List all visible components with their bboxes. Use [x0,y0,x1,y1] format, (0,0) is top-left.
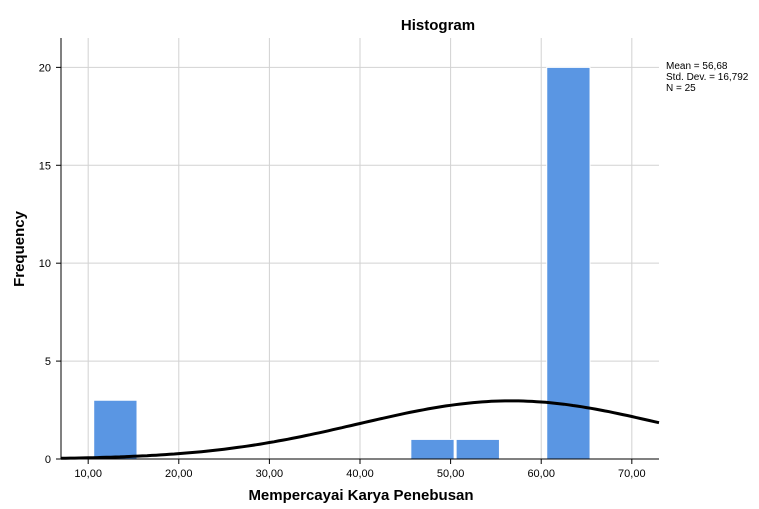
x-tick-label: 50,00 [437,468,465,480]
chart-title: Histogram [401,17,475,34]
normal-curve [60,399,660,460]
stat-std-dev: Std. Dev. = 16,792 [666,72,749,83]
histogram-bar [546,66,591,460]
histogram-bar [93,399,138,460]
x-axis-title: Mempercayai Karya Penebusan [248,487,473,504]
histogram-bar [455,438,500,460]
axes [56,38,659,464]
x-tick-label: 70,00 [618,468,646,480]
y-tick-label: 10 [39,258,51,270]
stats-box: Mean = 56,68 Std. Dev. = 16,792 N = 25 [666,61,749,94]
y-tick-label: 20 [39,62,51,74]
tick-labels: 10,00 20,00 30,00 40,00 50,00 60,00 70,00 0 5 10 1… [39,62,646,480]
stat-mean: Mean = 56,68 [666,61,728,72]
histogram-bar [410,438,455,460]
x-tick-label: 60,00 [527,468,555,480]
x-tick-label: 10,00 [74,468,102,480]
y-tick-label: 5 [45,356,51,368]
bars [93,66,591,460]
x-tick-label: 30,00 [256,468,284,480]
y-tick-label: 0 [45,454,51,466]
stat-n: N = 25 [666,83,696,94]
x-tick-label: 40,00 [346,468,374,480]
x-tick-label: 20,00 [165,468,193,480]
y-axis-title: Frequency [11,210,28,287]
y-tick-label: 15 [39,160,51,172]
